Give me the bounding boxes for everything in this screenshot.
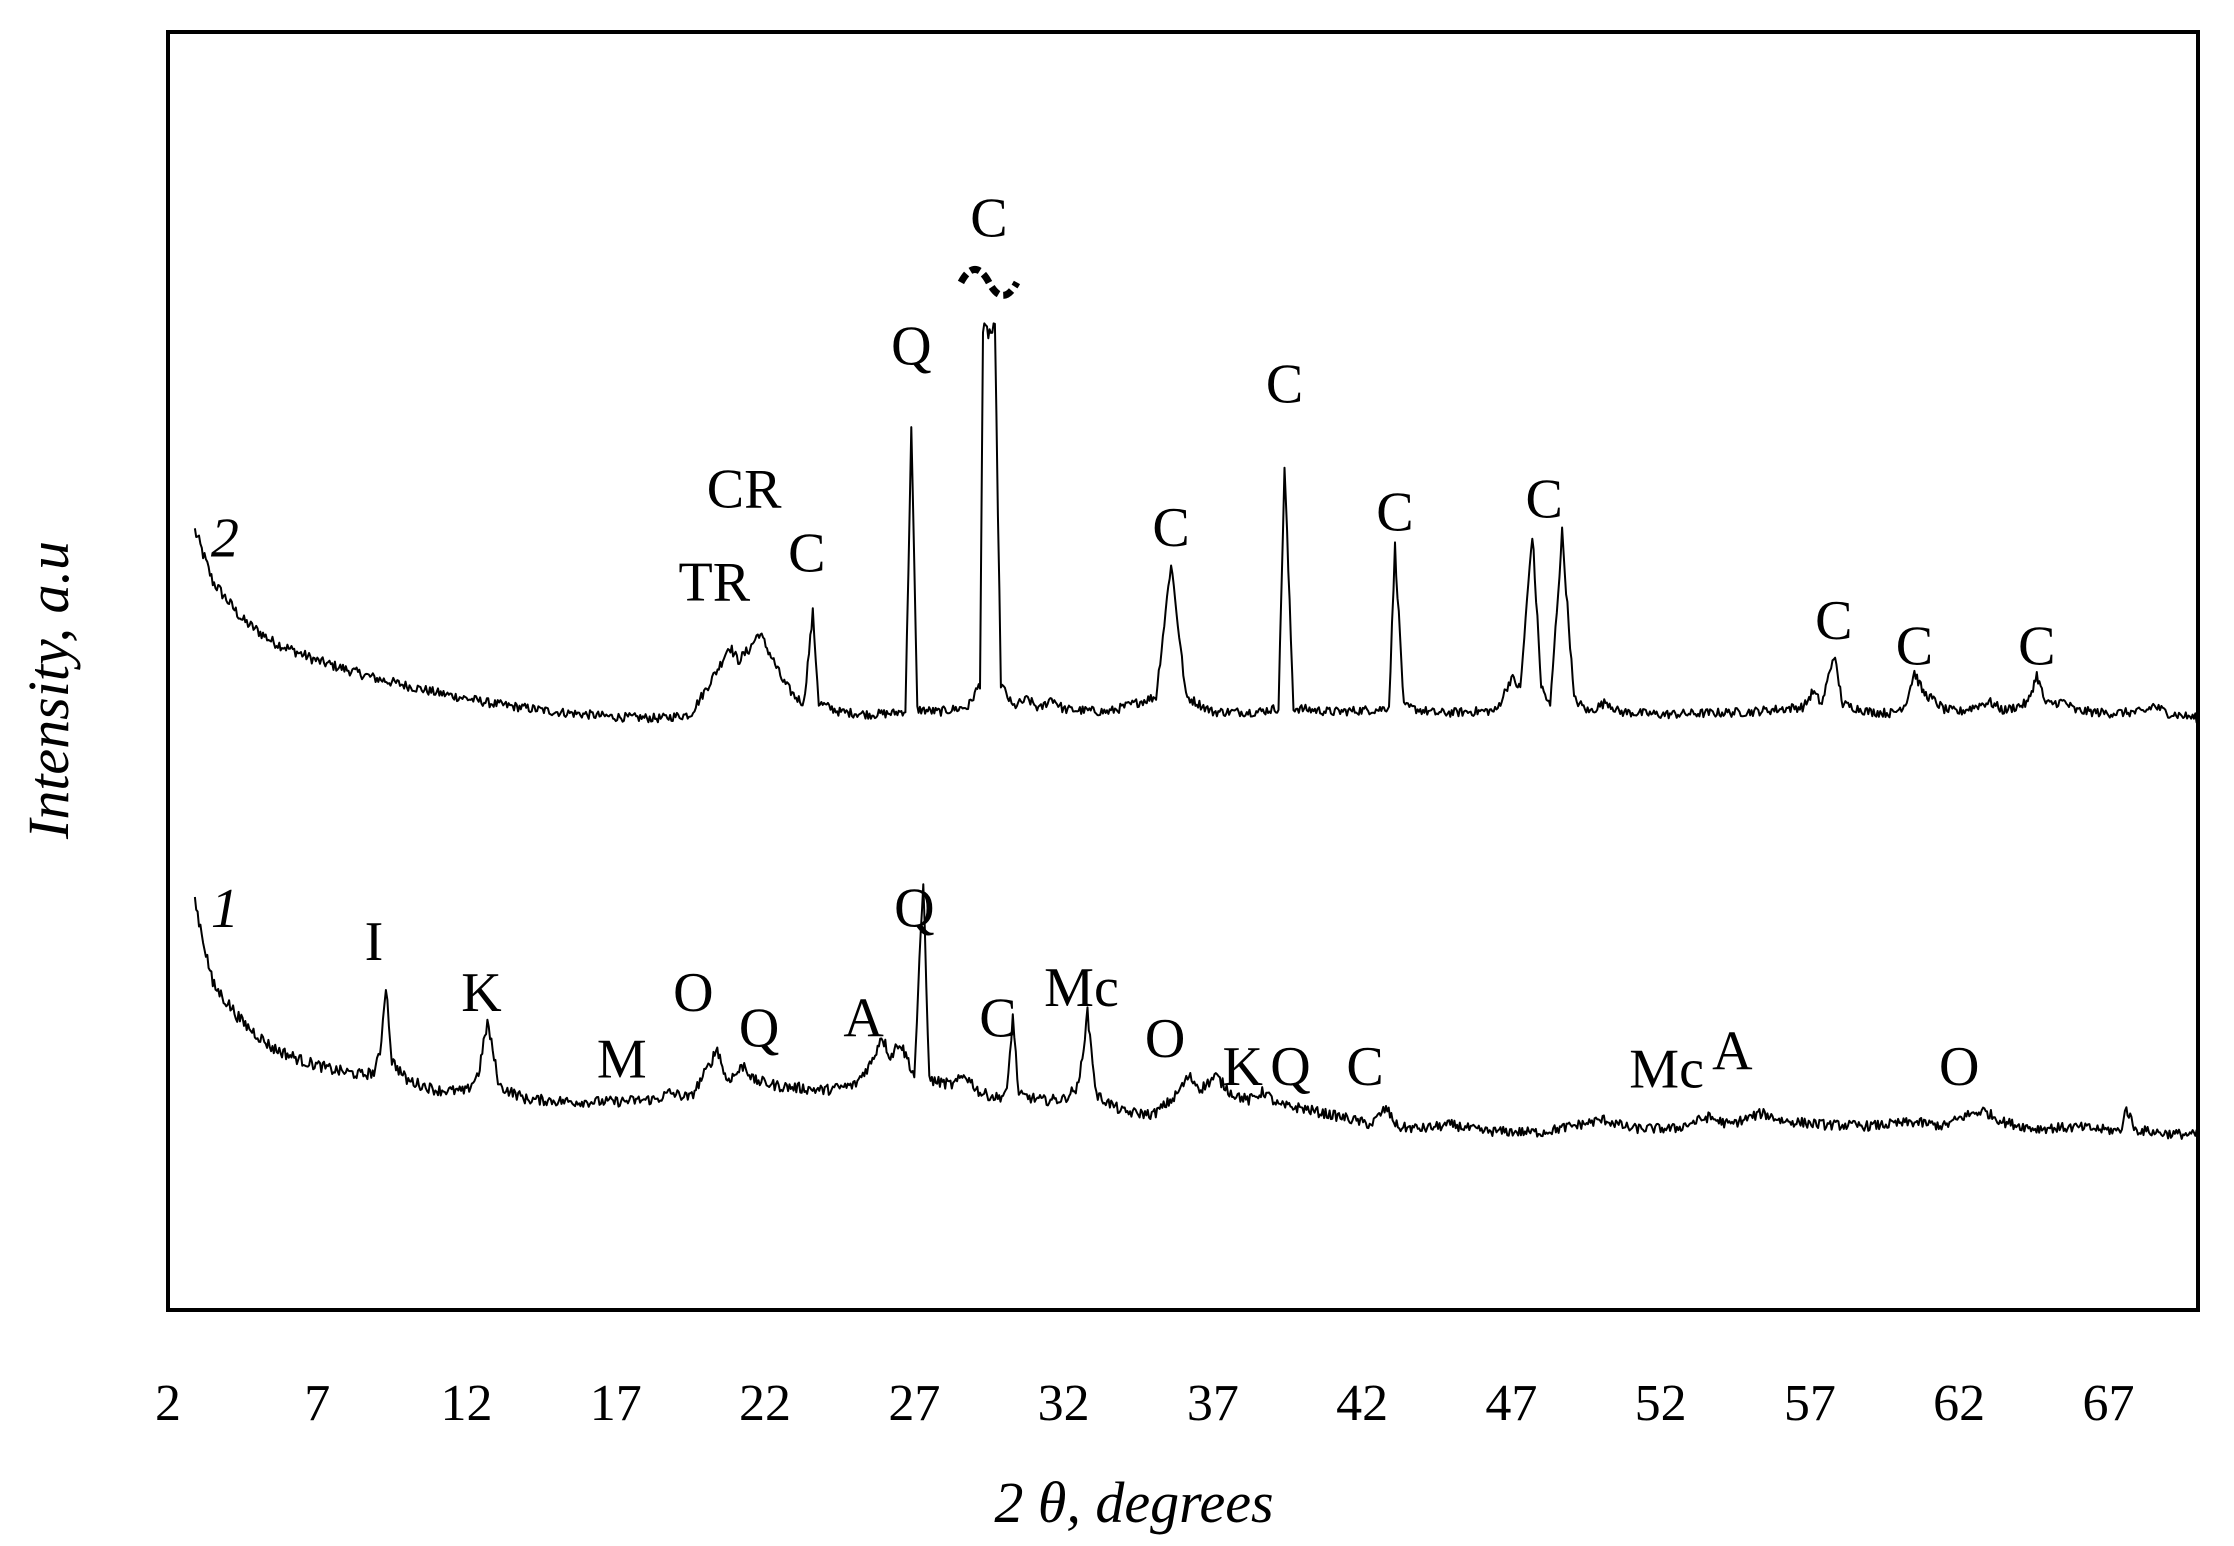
x-tick-label: 57	[1784, 1375, 1836, 1432]
series-line-1	[193, 883, 2199, 1140]
x-tick-label: 62	[1933, 1375, 1985, 1432]
x-tick-label: 67	[2082, 1375, 2134, 1432]
peak-label: C	[1526, 469, 1563, 531]
peak-label: C	[1815, 590, 1852, 652]
peak-label: CR	[707, 458, 782, 520]
peak-label: TR	[679, 552, 751, 614]
peak-label: Mc	[1044, 957, 1119, 1019]
series-line-2	[193, 322, 2199, 724]
x-axis-title: 2 θ, degrees	[994, 1470, 1273, 1535]
peak-label: C	[1376, 481, 1413, 543]
series-layer: 21	[193, 322, 2199, 1140]
peak-label: A	[843, 988, 884, 1050]
peak-label: K	[1222, 1036, 1262, 1098]
peak-label: A	[1712, 1021, 1753, 1083]
series-label-1: 1	[211, 878, 239, 940]
x-tick-label: 12	[441, 1375, 493, 1432]
x-tick-label: 2	[155, 1375, 181, 1432]
x-tick-label: 7	[304, 1375, 330, 1432]
peak-label: Mc	[1629, 1039, 1704, 1101]
peak-label: Q	[891, 315, 931, 377]
peak-label: C	[788, 522, 825, 584]
peak-label: C	[1896, 616, 1933, 678]
y-axis-title: Intensity, a.u	[16, 541, 81, 840]
peak-label: K	[461, 962, 501, 1024]
peak-label: C	[979, 988, 1016, 1050]
plot-frame	[166, 30, 2200, 1312]
x-tick-label: 47	[1485, 1375, 1537, 1432]
x-tick-label: 27	[888, 1375, 940, 1432]
x-tick-label: 17	[590, 1375, 642, 1432]
peak-label: Q	[739, 998, 779, 1060]
axis-break-marker	[957, 266, 1021, 299]
peak-label: O	[673, 962, 713, 1024]
peak-label: C	[2018, 616, 2055, 678]
peak-label: Q	[1270, 1036, 1310, 1098]
x-tick-labels: 2 7 12 17 22 27 32 37 42 47 52 57 62 67	[155, 1375, 2134, 1432]
peak-label: I	[365, 911, 384, 973]
peak-label: M	[597, 1028, 647, 1090]
peak-label: C	[1266, 354, 1303, 416]
x-tick-label: 32	[1038, 1375, 1090, 1432]
x-tick-label: 52	[1635, 1375, 1687, 1432]
peak-label: Q	[894, 878, 934, 940]
x-tick-label: 42	[1336, 1375, 1388, 1432]
peak-label: O	[1939, 1036, 1979, 1098]
peak-label: C	[1152, 497, 1189, 559]
series-label-2: 2	[211, 507, 239, 569]
peak-label: C	[970, 187, 1007, 249]
peak-label: C	[1346, 1036, 1383, 1098]
x-tick-label: 37	[1187, 1375, 1239, 1432]
x-tick-label: 22	[739, 1375, 791, 1432]
peak-label: O	[1145, 1008, 1185, 1070]
